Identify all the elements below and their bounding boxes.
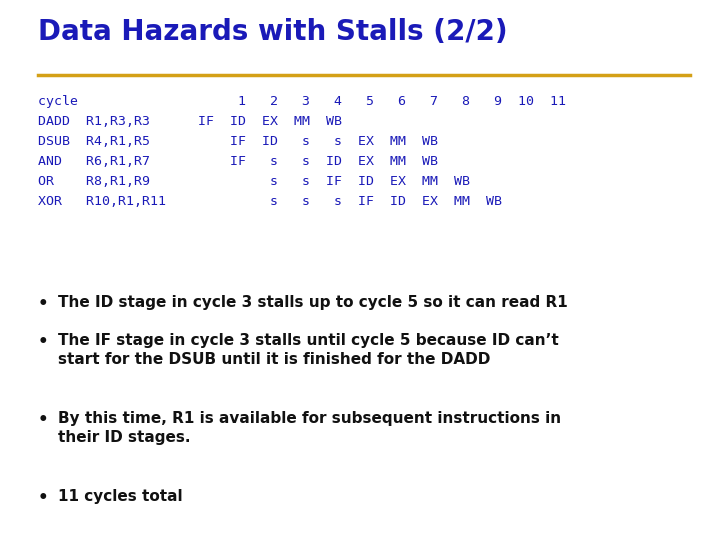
Text: The ID stage in cycle 3 stalls up to cycle 5 so it can read R1: The ID stage in cycle 3 stalls up to cyc… [58,295,568,310]
Text: The IF stage in cycle 3 stalls until cycle 5 because ID can’t
start for the DSUB: The IF stage in cycle 3 stalls until cyc… [58,333,559,367]
Text: OR    R8,R1,R9               s   s  IF  ID  EX  MM  WB: OR R8,R1,R9 s s IF ID EX MM WB [38,175,470,188]
Text: •: • [38,411,49,429]
Text: Data Hazards with Stalls (2/2): Data Hazards with Stalls (2/2) [38,18,508,46]
Text: DSUB  R4,R1,R5          IF  ID   s   s  EX  MM  WB: DSUB R4,R1,R5 IF ID s s EX MM WB [38,135,438,148]
Text: •: • [38,295,49,313]
Text: cycle                    1   2   3   4   5   6   7   8   9  10  11: cycle 1 2 3 4 5 6 7 8 9 10 11 [38,95,566,108]
Text: 11 cycles total: 11 cycles total [58,489,183,504]
Text: By this time, R1 is available for subsequent instructions in
their ID stages.: By this time, R1 is available for subseq… [58,411,561,444]
Text: DADD  R1,R3,R3      IF  ID  EX  MM  WB: DADD R1,R3,R3 IF ID EX MM WB [38,115,342,128]
Text: XOR   R10,R1,R11             s   s   s  IF  ID  EX  MM  WB: XOR R10,R1,R11 s s s IF ID EX MM WB [38,195,502,208]
Text: •: • [38,489,49,507]
Text: AND   R6,R1,R7          IF   s   s  ID  EX  MM  WB: AND R6,R1,R7 IF s s ID EX MM WB [38,155,438,168]
Text: •: • [38,333,49,351]
